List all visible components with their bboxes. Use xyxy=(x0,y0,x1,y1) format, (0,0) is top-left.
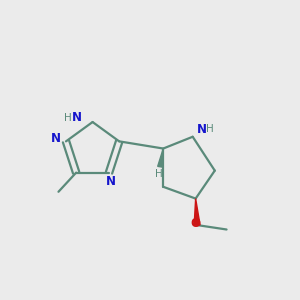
Text: N: N xyxy=(106,175,116,188)
Polygon shape xyxy=(158,148,163,167)
Text: O: O xyxy=(190,217,201,230)
Text: N: N xyxy=(196,123,206,136)
Text: N: N xyxy=(71,111,81,124)
Text: H: H xyxy=(206,124,214,134)
Text: H: H xyxy=(155,169,163,179)
Polygon shape xyxy=(194,199,200,225)
Text: H: H xyxy=(64,112,72,123)
Text: N: N xyxy=(51,132,61,145)
